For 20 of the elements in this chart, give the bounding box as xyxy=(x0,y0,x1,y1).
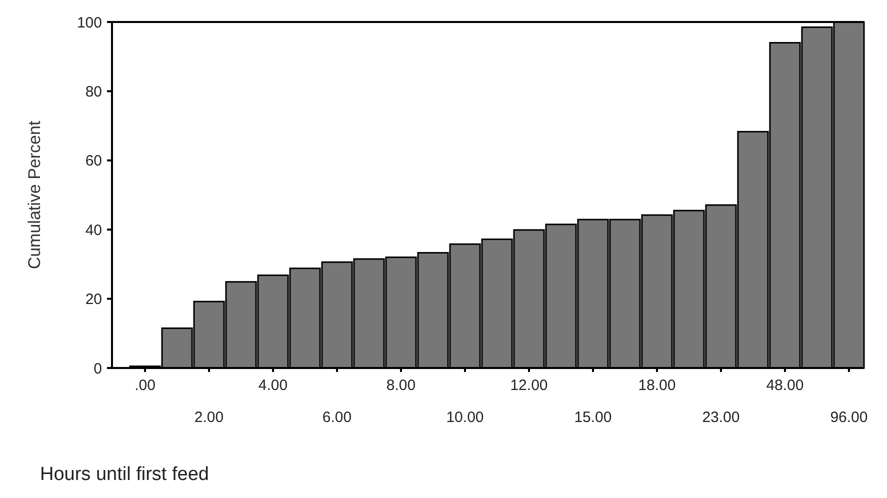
y-axis-title: Cumulative Percent xyxy=(25,120,44,270)
x-tick-label: 4.00 xyxy=(258,377,288,394)
x-tick-label: 2.00 xyxy=(194,409,224,426)
x-axis-title: Hours until first feed xyxy=(40,464,209,485)
x-tick-label: 48.00 xyxy=(766,377,804,394)
x-tick-label: 10.00 xyxy=(446,409,484,426)
x-tick-label: .00 xyxy=(134,377,156,394)
x-tick-label: 18.00 xyxy=(638,377,676,394)
y-tick-label: 80 xyxy=(85,83,102,100)
y-tick-label: 20 xyxy=(85,291,102,308)
y-tick-label: 40 xyxy=(85,222,102,239)
x-tick-label: 6.00 xyxy=(322,409,352,426)
x-tick-label: 12.00 xyxy=(510,377,548,394)
y-tick-label: 60 xyxy=(85,152,102,170)
x-tick-label: 23.00 xyxy=(702,409,740,426)
x-tick-label: 15.00 xyxy=(574,409,612,426)
y-tick-label: 0 xyxy=(94,360,102,378)
x-tick-label: 96.00 xyxy=(830,409,868,426)
y-tick-label: 100 xyxy=(76,14,102,32)
x-tick-label: 8.00 xyxy=(386,377,416,394)
